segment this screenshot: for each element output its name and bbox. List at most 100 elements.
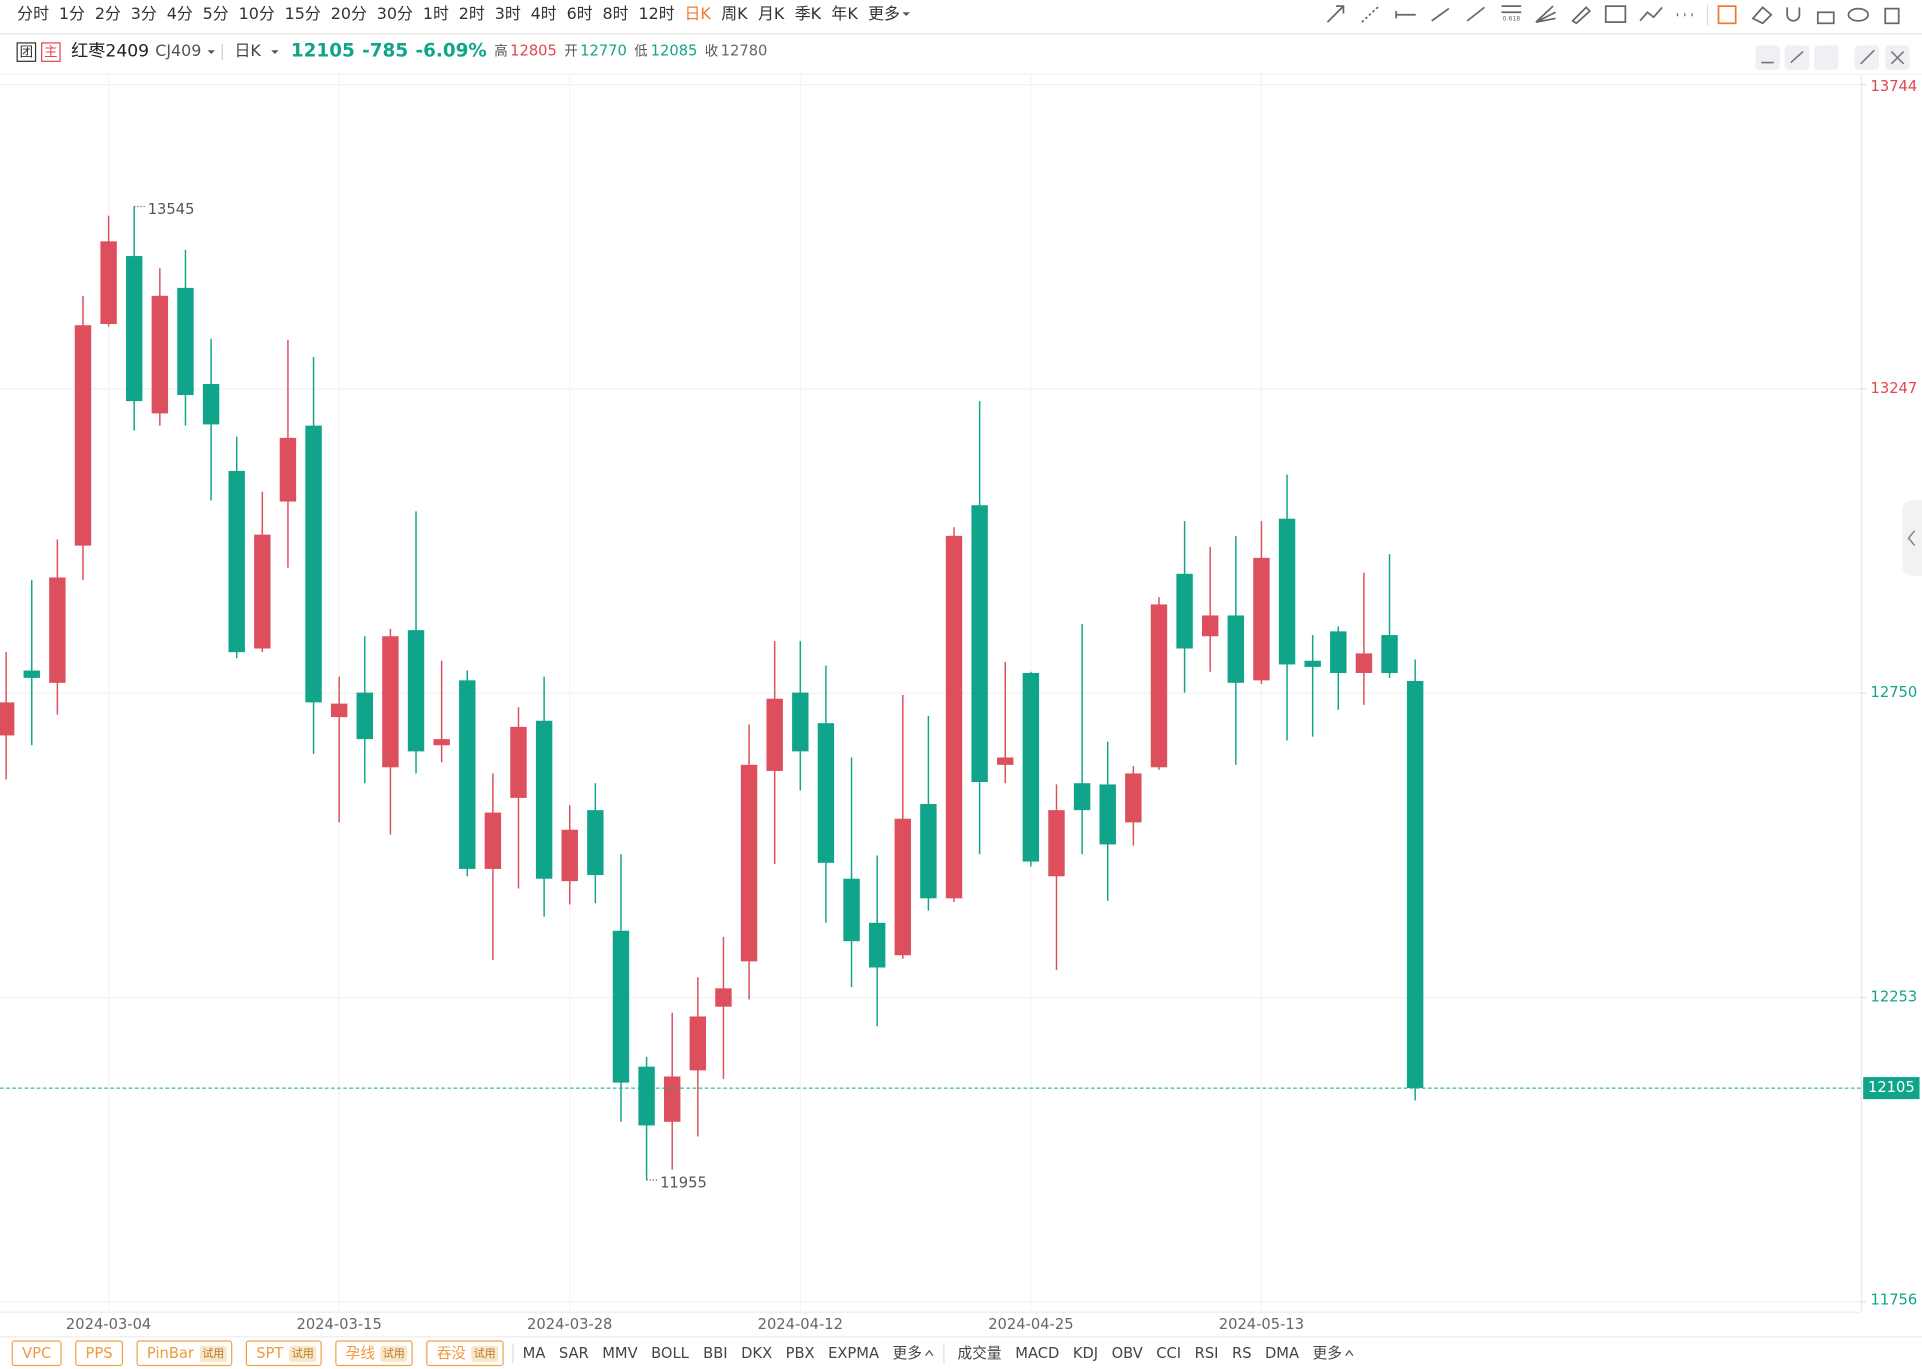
sub-indicator[interactable]: DMA	[1265, 1345, 1299, 1362]
candle-body	[1278, 518, 1296, 665]
y-tick-label: 13744	[1871, 78, 1918, 95]
x-tick-label: 2024-04-25	[988, 1316, 1073, 1333]
symbol-code: CJ409	[155, 41, 201, 60]
main-indicator[interactable]: 更多	[893, 1345, 922, 1362]
signal-badge-bg	[471, 1345, 499, 1362]
btn-indicator[interactable]	[1755, 45, 1780, 70]
tool-hline[interactable]	[1395, 11, 1416, 19]
signal-badge-bg	[289, 1345, 317, 1362]
candle-body	[587, 810, 604, 876]
candle-body	[689, 1016, 707, 1071]
candle-body	[740, 764, 758, 962]
period-tab[interactable]: 20分	[331, 4, 367, 23]
period-tab[interactable]: 6时	[567, 4, 593, 23]
candle-body	[305, 425, 322, 703]
candle-body	[228, 470, 245, 653]
period-tab[interactable]: 季K	[795, 4, 822, 23]
main-indicator[interactable]: PBX	[786, 1345, 815, 1362]
candle-body	[1073, 783, 1091, 811]
candle-body	[894, 818, 911, 956]
sub-indicator[interactable]: RS	[1232, 1345, 1252, 1362]
main-indicator[interactable]: MMV	[602, 1345, 637, 1362]
candle-body	[868, 922, 886, 968]
tool-image[interactable]	[1604, 5, 1627, 23]
tag-box	[16, 42, 37, 62]
symbol-caret	[207, 50, 215, 54]
sub-indicator[interactable]: KDJ	[1073, 1345, 1098, 1362]
signal-name: PPS	[86, 1345, 113, 1362]
window-controls[interactable]	[1755, 45, 1910, 70]
tool-ray[interactable]	[1361, 5, 1380, 23]
candle-body	[382, 636, 399, 768]
sub-indicator[interactable]: MACD	[1015, 1345, 1059, 1362]
sub-indicator[interactable]: 更多	[1313, 1345, 1342, 1362]
tool-eye[interactable]	[1847, 7, 1869, 22]
drawing-tools[interactable]	[1326, 5, 1900, 25]
tool-brush[interactable]	[1571, 6, 1592, 25]
period-tab[interactable]: 2时	[459, 4, 485, 23]
period-tab[interactable]: 2分	[95, 4, 121, 23]
period-tab[interactable]: 8时	[603, 4, 629, 23]
signal-name: SPT	[256, 1345, 284, 1362]
sub-indicator[interactable]: CCI	[1156, 1345, 1181, 1362]
tool-fib[interactable]	[1501, 5, 1522, 14]
tool-eraser[interactable]	[1751, 6, 1773, 25]
tool-segment[interactable]	[1431, 7, 1450, 22]
sub-indicator[interactable]: 成交量	[957, 1344, 1001, 1362]
period-tab[interactable]: 1分	[59, 4, 85, 23]
sub-indicator[interactable]: RSI	[1195, 1345, 1219, 1362]
tool-lock[interactable]	[1816, 11, 1835, 25]
x-tick-label: 2024-03-15	[296, 1316, 381, 1333]
candle-body	[920, 804, 937, 899]
candle-body	[1099, 784, 1116, 845]
period-tab[interactable]: 3时	[495, 4, 521, 23]
signal-button[interactable]	[11, 1340, 62, 1367]
candle-body	[945, 535, 963, 899]
candle-body	[535, 720, 553, 879]
period-select[interactable]: 日K	[235, 41, 262, 60]
period-tab[interactable]: 更多	[868, 4, 900, 23]
symbol-name[interactable]: 红枣2409	[71, 42, 149, 62]
period-tab[interactable]: 分时	[17, 4, 49, 23]
period-tab[interactable]: 4分	[167, 4, 193, 23]
tool-magnet[interactable]	[1786, 7, 1801, 22]
tool-fan[interactable]	[1535, 5, 1556, 23]
candle-body	[1355, 653, 1373, 673]
period-tab[interactable]: 5分	[203, 4, 229, 23]
main-indicator[interactable]: DKX	[741, 1345, 772, 1362]
period-tab[interactable]: 4时	[531, 4, 557, 23]
period-tab[interactable]: 15分	[285, 4, 321, 23]
period-tab[interactable]: 1时	[423, 4, 449, 23]
signal-name: 吞没	[437, 1345, 467, 1362]
period-tab[interactable]: 年K	[831, 4, 858, 23]
main-indicator[interactable]: BBI	[703, 1345, 727, 1362]
period-tab[interactable]: 30分	[377, 4, 413, 23]
period-tab[interactable]: 10分	[239, 4, 275, 23]
main-indicator[interactable]: BOLL	[651, 1345, 690, 1362]
candle-body	[663, 1076, 681, 1122]
y-tick-label: 12253	[1871, 988, 1918, 1005]
tool-arrow[interactable]	[1326, 5, 1345, 23]
period-tab[interactable]: 12时	[638, 4, 674, 23]
tool-pen[interactable]	[1466, 6, 1485, 22]
main-indicator[interactable]: MA	[523, 1345, 546, 1362]
candle-body	[971, 505, 988, 782]
candle-body	[997, 757, 1014, 765]
period-tab[interactable]: 3分	[131, 4, 157, 23]
collapse-tab[interactable]	[1902, 500, 1922, 577]
tool-trend[interactable]	[1639, 6, 1663, 22]
period-tab[interactable]: 日K	[685, 4, 712, 23]
main-indicator[interactable]: SAR	[559, 1345, 589, 1362]
signal-button[interactable]	[75, 1340, 124, 1367]
tag: 主	[44, 45, 57, 61]
period-tab[interactable]: 周K	[721, 4, 748, 23]
tool-edit[interactable]	[1717, 5, 1737, 25]
last-price-label: 12105	[1868, 1079, 1915, 1096]
main-indicator[interactable]: EXPMA	[828, 1345, 879, 1362]
period-tab[interactable]: 月K	[758, 4, 785, 23]
tool-trash[interactable]	[1884, 7, 1900, 25]
btn-style[interactable]	[1814, 45, 1839, 70]
sub-indicator[interactable]: OBV	[1112, 1345, 1143, 1362]
candle-body	[484, 812, 502, 869]
period-caret	[271, 50, 279, 54]
